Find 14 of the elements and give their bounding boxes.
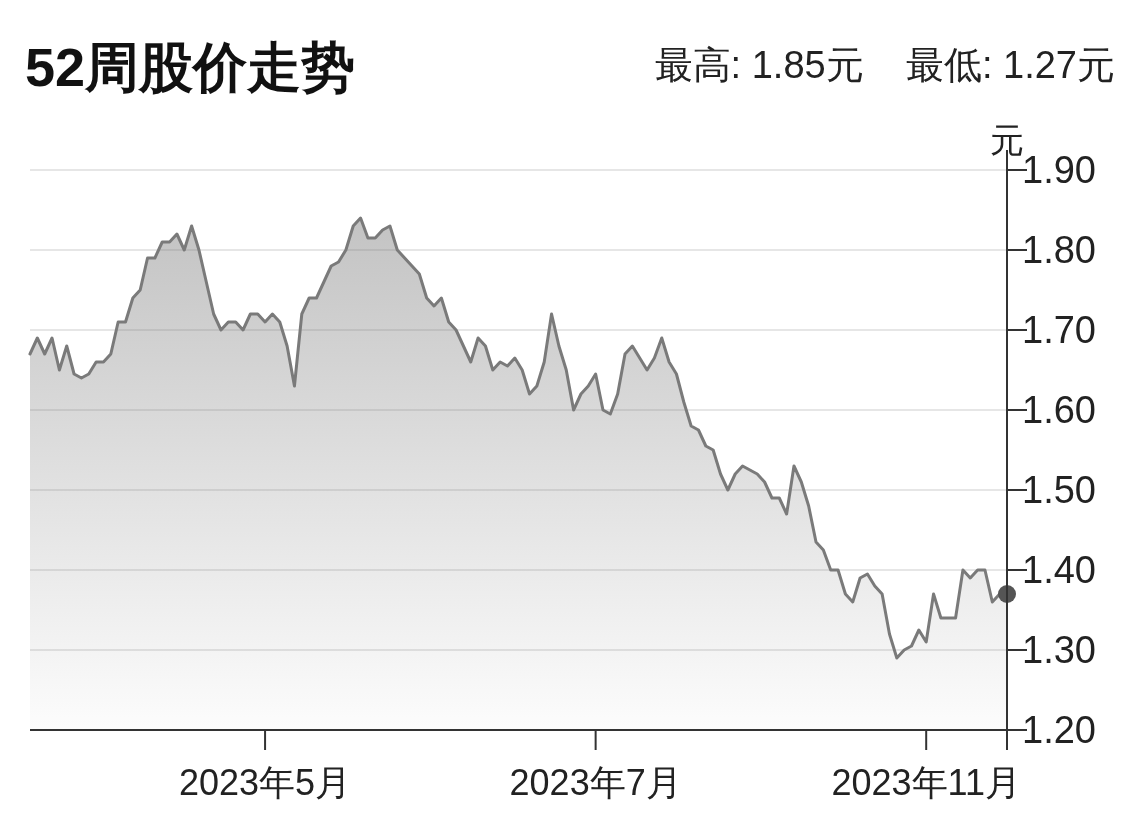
y-tick-label: 1.60: [1022, 389, 1096, 431]
x-tick-label: 2023年7月: [509, 762, 682, 803]
y-tick-label: 1.20: [1022, 709, 1096, 751]
chart-subtitle: 最高: 1.85元 最低: 1.27元: [654, 44, 1115, 86]
y-tick-label: 1.90: [1022, 149, 1096, 191]
chart-title: 52周股价走势: [25, 37, 356, 97]
y-axis-title: 元: [990, 121, 1024, 159]
y-tick-label: 1.80: [1022, 229, 1096, 271]
y-tick-label: 1.30: [1022, 629, 1096, 671]
y-tick-label: 1.70: [1022, 309, 1096, 351]
x-tick-label: 2023年5月: [179, 762, 352, 803]
y-tick-label: 1.50: [1022, 469, 1096, 511]
y-tick-label: 1.40: [1022, 549, 1096, 591]
x-tick-label: 2023年11月: [831, 762, 1021, 803]
